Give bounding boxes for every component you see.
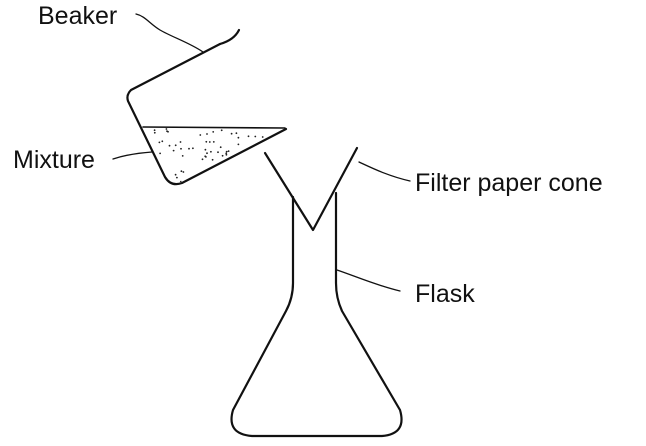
mixture-particle bbox=[210, 150, 212, 153]
mixture-particle bbox=[206, 133, 208, 135]
mixture-particle bbox=[143, 169, 146, 172]
mixture-particle bbox=[166, 182, 169, 184]
mixture-particle bbox=[182, 171, 185, 173]
mixture-particle bbox=[261, 136, 264, 138]
mixture-particle bbox=[264, 181, 266, 184]
mixture-particle bbox=[220, 129, 223, 132]
mixture-particle bbox=[277, 138, 280, 141]
mixture-label: Mixture bbox=[13, 146, 95, 174]
mixture-particle bbox=[267, 151, 270, 153]
mixture-particle bbox=[174, 173, 177, 176]
mixture-particle bbox=[143, 147, 145, 150]
mixture-particle bbox=[225, 152, 228, 155]
mixture-particle bbox=[225, 150, 228, 153]
mixture-particle bbox=[204, 174, 207, 177]
mixture-particle bbox=[232, 173, 235, 176]
mixture-particle bbox=[199, 134, 202, 136]
mixture-particle bbox=[204, 155, 207, 158]
mixture-particle bbox=[235, 175, 238, 178]
mixture-particle bbox=[153, 176, 156, 179]
mixture-particle bbox=[211, 158, 214, 161]
mixture-particle bbox=[181, 155, 184, 157]
mixture-particle bbox=[192, 147, 194, 150]
mixture-particle bbox=[159, 152, 162, 155]
filter-paper-cone-label: Filter paper cone bbox=[415, 169, 603, 197]
mixture-particle bbox=[161, 140, 164, 143]
mixture-particle bbox=[174, 144, 177, 147]
mixture-particle bbox=[218, 177, 221, 180]
mixture-particle bbox=[243, 163, 246, 166]
beaker-leader-line bbox=[135, 13, 204, 53]
mixture-particle bbox=[168, 144, 171, 147]
beaker bbox=[126, 28, 288, 186]
mixture-particle bbox=[208, 141, 211, 143]
mixture-particle bbox=[219, 146, 222, 149]
mixture-particle bbox=[159, 177, 162, 180]
mixture-particle bbox=[237, 143, 240, 146]
mixture-particle bbox=[180, 147, 182, 150]
mixture-particle bbox=[153, 176, 155, 179]
mixture-particle bbox=[154, 182, 157, 184]
mixture-particle bbox=[207, 181, 210, 184]
mixture-particle bbox=[238, 163, 241, 166]
mixture-particle bbox=[153, 131, 156, 134]
mixture-particle bbox=[205, 140, 208, 143]
beaker-label: Beaker bbox=[38, 2, 118, 30]
mixture-particle bbox=[172, 149, 175, 152]
mixture-particle bbox=[204, 148, 207, 151]
mixture-particle bbox=[158, 141, 161, 144]
mixture-particle bbox=[212, 141, 215, 143]
flask-label: Flask bbox=[415, 280, 475, 308]
leader-lines bbox=[112, 13, 411, 292]
mixture-particle bbox=[179, 141, 182, 143]
mixture-particle bbox=[242, 166, 245, 169]
mixture-particle bbox=[219, 182, 222, 184]
mixture-particle bbox=[218, 173, 221, 176]
mixture-particle bbox=[225, 153, 228, 156]
mixture-particle bbox=[269, 142, 272, 145]
mixture-particle bbox=[253, 178, 256, 181]
mixture-particle bbox=[249, 164, 252, 166]
mixture-particle bbox=[239, 168, 242, 171]
mixture-particle bbox=[221, 154, 224, 157]
mixture-particle bbox=[212, 131, 215, 133]
mixture-particle bbox=[277, 146, 280, 148]
mixture-particle bbox=[176, 176, 178, 179]
mixture-particle bbox=[146, 161, 149, 163]
mixture-particle bbox=[235, 132, 238, 135]
mixture-particle bbox=[247, 135, 250, 138]
flask bbox=[230, 191, 403, 438]
mixture-particle bbox=[206, 176, 209, 178]
mixture-particle bbox=[227, 150, 230, 153]
mixture-particle bbox=[163, 170, 166, 173]
mixture-particle bbox=[166, 130, 168, 133]
mixture-particle bbox=[230, 132, 233, 135]
mixture-particle bbox=[188, 147, 190, 150]
mixture-particle bbox=[180, 170, 183, 173]
mixture-particle bbox=[275, 181, 278, 184]
mixture-particle bbox=[206, 152, 208, 155]
mixture-leader-line bbox=[112, 151, 153, 160]
mixture-particle bbox=[254, 135, 257, 138]
mixture-particle bbox=[237, 136, 240, 139]
mixture-particle bbox=[273, 175, 276, 178]
mixture-particle bbox=[153, 129, 156, 132]
mixture-particle bbox=[201, 158, 204, 161]
mixture-particle bbox=[217, 151, 219, 154]
filter-leader-line bbox=[358, 161, 411, 182]
flask-leader-line bbox=[336, 269, 401, 292]
filter-paper-cone bbox=[263, 146, 359, 232]
mixture-particle bbox=[248, 163, 251, 166]
mixture-particle bbox=[165, 128, 168, 130]
mixture-particle bbox=[153, 179, 156, 181]
